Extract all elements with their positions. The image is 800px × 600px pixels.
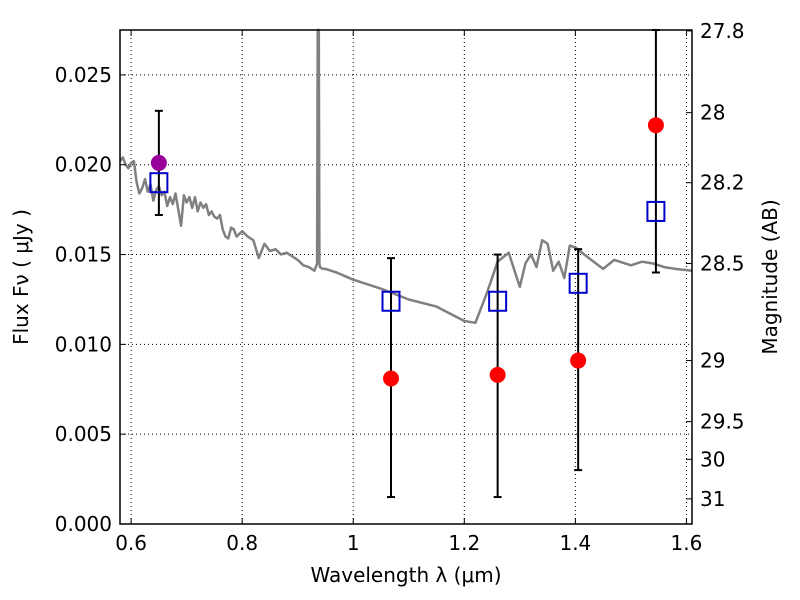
spectrum-layer bbox=[119, 28, 693, 325]
x-tick-label: 0.6 bbox=[115, 531, 147, 555]
observed-flux-point bbox=[647, 117, 664, 134]
y-tick-label: 0.015 bbox=[55, 243, 112, 267]
y2-tick-label: 27.8 bbox=[700, 19, 745, 43]
x-tick-label: 1.6 bbox=[671, 531, 703, 555]
axis-ticks bbox=[120, 30, 692, 525]
grid bbox=[120, 30, 692, 524]
y2-tick-label: 30 bbox=[700, 447, 725, 471]
y-tick-label: 0.010 bbox=[55, 332, 112, 356]
tick-labels: 0.6 0.8 1 1.2 1.4 1.6 0.000 0.005 0.010 0.015 0.02… bbox=[55, 19, 745, 555]
model-flux-square bbox=[488, 290, 508, 312]
y2-axis-title: Magnitude (AB) bbox=[758, 199, 782, 354]
model-flux-square bbox=[381, 290, 401, 312]
errorbar-layer bbox=[154, 29, 660, 499]
y-tick-label: 0.000 bbox=[55, 512, 112, 536]
y-axis-title: Flux Fν ( μJy ) bbox=[9, 209, 33, 345]
y2-tick-label: 31 bbox=[700, 487, 725, 511]
observed-flux-point bbox=[383, 370, 400, 387]
model-flux-square bbox=[149, 172, 169, 194]
y-tick-label: 0.005 bbox=[55, 422, 112, 446]
model-flux-square bbox=[568, 272, 588, 294]
observed-flux-point bbox=[570, 352, 587, 369]
y-tick-label: 0.020 bbox=[55, 153, 112, 177]
marker-layer bbox=[149, 117, 666, 387]
x-tick-label: 1.2 bbox=[448, 531, 480, 555]
y2-tick-label: 28.5 bbox=[700, 252, 745, 276]
y2-tick-label: 29.5 bbox=[700, 410, 745, 434]
model-flux-square bbox=[646, 200, 666, 222]
x-tick-label: 1.4 bbox=[559, 531, 591, 555]
x-axis-title: Wavelength λ (μm) bbox=[310, 563, 501, 587]
y2-tick-label: 28.2 bbox=[700, 171, 745, 195]
plot-frame bbox=[119, 29, 693, 525]
spectrum-line bbox=[119, 28, 693, 325]
x-tick-label: 1 bbox=[347, 531, 360, 555]
y2-tick-label: 29 bbox=[700, 349, 725, 373]
x-tick-label: 0.8 bbox=[226, 531, 258, 555]
observed-flux-point bbox=[489, 366, 506, 383]
y-tick-label: 0.025 bbox=[55, 63, 112, 87]
y2-tick-label: 28 bbox=[700, 101, 725, 125]
observed-flux-point bbox=[150, 154, 167, 171]
